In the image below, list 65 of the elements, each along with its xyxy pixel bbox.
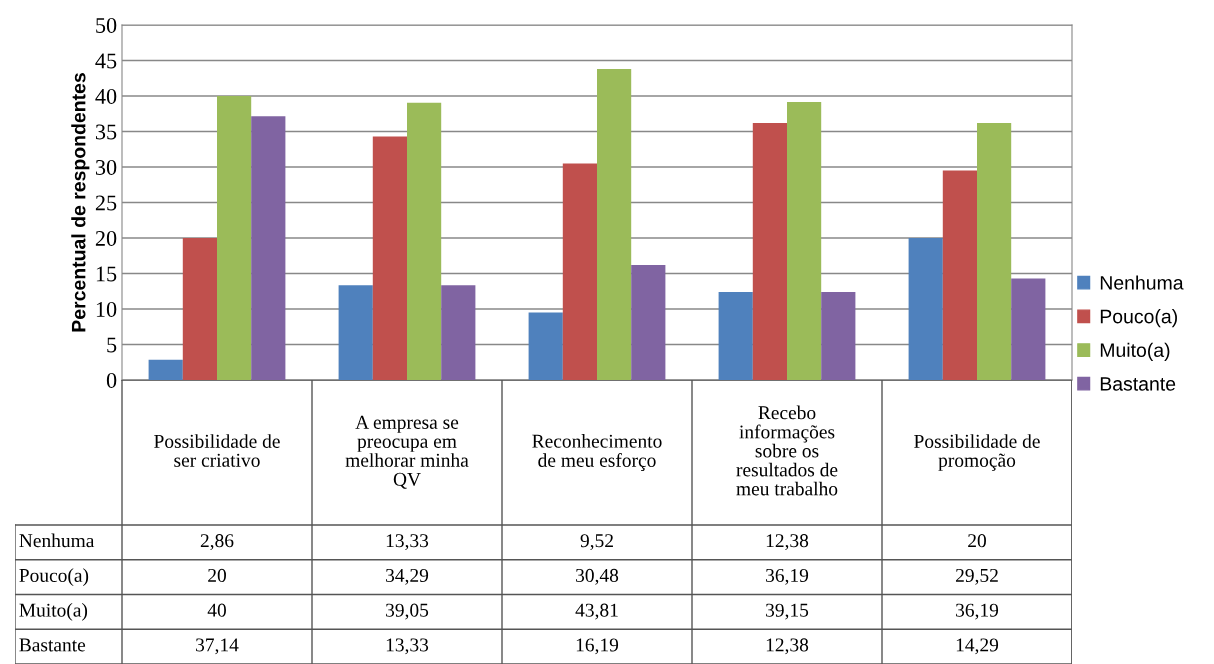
data-label: 43,81 [575, 603, 618, 620]
data-label: 30,48 [576, 568, 619, 585]
x-tick-label: Possibilidade de promoção [914, 434, 1040, 471]
legend-label: Pouco(a) [1100, 309, 1177, 328]
data-label: 37,14 [196, 638, 239, 655]
text: Nenhuma [19, 533, 95, 548]
y-tick-label: 45 [95, 53, 117, 69]
bar [251, 116, 286, 380]
data-label: 20 [968, 534, 986, 548]
data-label: 36,19 [956, 603, 999, 620]
bar [562, 163, 597, 380]
bar [787, 102, 822, 380]
data-label: 13,33 [386, 534, 429, 551]
y-axis-title: Percentual de respondentes [71, 73, 90, 332]
bar [631, 265, 666, 380]
x-tick-label: A empresa se preocupa em melhorar minha QV [345, 415, 469, 489]
data-label: 36,19 [766, 568, 809, 585]
bar [1011, 278, 1046, 380]
data-label: 16,19 [576, 638, 619, 655]
y-tick-label: 10 [96, 301, 117, 317]
data-label: 39,15 [766, 603, 809, 620]
y-tick-label: 0 [106, 372, 117, 388]
bar [528, 312, 563, 380]
bar [407, 102, 442, 380]
x-tick-label: Reconhecimento de meu esforço [532, 434, 662, 471]
x-tick-label: Possibilidade de ser criativo [154, 434, 280, 467]
bar [217, 96, 252, 380]
y-tick-label: 50 [96, 17, 117, 33]
text: Muito(a) [19, 603, 88, 621]
bar [182, 238, 217, 380]
y-tick-label: 20 [95, 230, 117, 246]
data-label: 9,52 [580, 534, 613, 551]
legend-label: Nenhuma [1100, 275, 1184, 290]
x-tick-label: Recebo informações sobre os resultados de meu trabalho [736, 405, 838, 496]
y-tick-label: 15 [96, 266, 117, 282]
bar [908, 238, 943, 380]
data-label: 14,29 [956, 638, 999, 655]
bar [597, 68, 632, 380]
data-label: 20 [208, 568, 226, 582]
bar [148, 359, 183, 380]
text: Pouco(a) [19, 568, 89, 586]
y-tick-label: 30 [95, 159, 117, 175]
data-label: 12,38 [766, 638, 809, 655]
bar [338, 285, 373, 380]
bar [718, 292, 753, 380]
data-label: 29,52 [955, 568, 998, 585]
y-tick-label: 40 [95, 88, 117, 104]
data-label: 34,29 [386, 568, 429, 585]
bar [441, 285, 476, 380]
data-label: 2,86 [200, 534, 234, 551]
bar [372, 136, 407, 380]
data-label: 13,33 [386, 638, 429, 655]
y-tick-label: 5 [107, 337, 117, 353]
data-label: 12,38 [766, 534, 809, 551]
y-tick-label: 35 [95, 124, 117, 140]
legend-label: Bastante [1100, 377, 1176, 391]
bar [821, 292, 856, 380]
bar [942, 170, 977, 380]
data-label: 39,05 [386, 603, 429, 620]
y-tick-label: 25 [95, 195, 117, 211]
bar [977, 123, 1012, 380]
text: Bastante [19, 638, 86, 652]
legend-label: Muito(a) [1100, 342, 1170, 361]
data-label: 40 [207, 603, 226, 617]
bar [752, 123, 787, 380]
